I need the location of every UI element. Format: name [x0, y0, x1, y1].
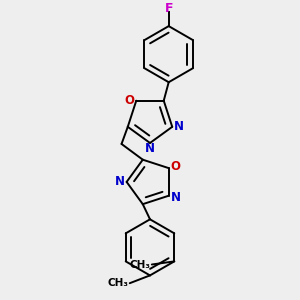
Text: N: N — [171, 191, 181, 204]
Text: CH₃: CH₃ — [129, 260, 150, 269]
Text: CH₃: CH₃ — [107, 278, 128, 288]
Text: O: O — [124, 94, 134, 107]
Text: F: F — [164, 2, 173, 16]
Text: N: N — [174, 120, 184, 133]
Text: O: O — [171, 160, 181, 173]
Text: N: N — [115, 176, 125, 188]
Text: N: N — [145, 142, 155, 155]
